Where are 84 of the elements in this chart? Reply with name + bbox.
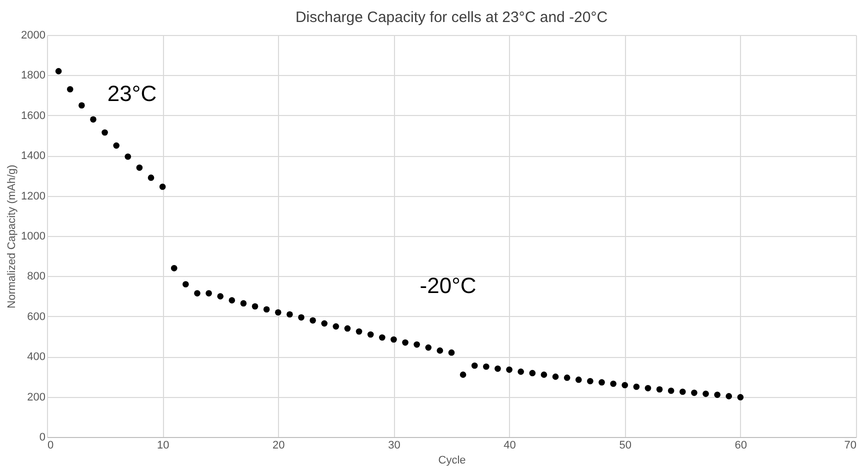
point [540,372,548,378]
point [310,317,316,324]
point [644,385,652,392]
point [564,374,570,381]
point [159,184,166,190]
point [668,388,674,394]
point [378,334,386,341]
point [622,382,628,388]
point [124,153,132,160]
point [691,390,698,396]
point [436,347,444,354]
point [494,366,501,372]
point [552,374,559,380]
point [228,297,236,304]
y-tick-label: 1200 [21,190,46,202]
point [286,311,293,318]
point [240,300,247,306]
y-axis-title: Normalized Capacity (mAh/g) [6,164,18,308]
point [182,281,189,288]
chart-title: Discharge Capacity for cells at 23°C and -20°C [295,9,608,26]
x-tick-label: 50 [619,440,632,452]
x-tick-label: 20 [272,440,285,452]
x-tick-label: 40 [504,440,516,452]
point [483,363,490,370]
point [529,370,536,376]
point [425,344,432,351]
point [367,331,374,338]
y-tick-label: 400 [27,351,46,364]
x-tick-label: 10 [156,440,170,452]
point [726,393,732,400]
point [170,265,178,272]
point [471,362,478,369]
point [679,388,686,395]
point [113,142,120,149]
x-tick-label: 0 [48,440,54,452]
point [90,116,96,123]
point [587,378,594,384]
point [148,174,154,181]
point [206,290,212,296]
point [402,339,408,346]
point [321,320,328,327]
point [136,164,143,171]
point [610,380,616,387]
y-tick-label: 200 [27,391,46,404]
point [66,86,74,92]
point [102,129,108,136]
x-axis-title: Cycle [438,454,466,466]
point [702,390,709,397]
point [217,293,224,300]
point [633,384,640,390]
annotation: 23°C [107,81,157,106]
point [78,102,85,109]
point [737,394,744,400]
x-tick-label: 60 [734,440,748,452]
y-tick-label: 1800 [21,70,46,82]
point [598,379,605,386]
x-tick-label: 30 [388,440,400,452]
point [298,314,304,321]
y-tick-label: 0 [39,432,46,444]
point [656,386,663,393]
point [506,366,512,373]
point [414,341,420,348]
point [194,290,200,296]
y-tick-label: 800 [27,270,46,283]
y-tick-label: 1600 [21,110,46,122]
point [252,303,258,310]
point [390,336,397,343]
point [575,376,582,383]
point [55,68,62,74]
y-tick-label: 2000 [21,30,46,42]
x-tick-label: 70 [844,440,856,452]
point [448,349,455,356]
y-tick-label: 600 [27,310,46,323]
point [460,372,466,378]
point [332,323,340,330]
point [344,325,351,332]
y-tick-label: 1400 [21,150,46,162]
point [518,368,524,375]
point [356,328,362,335]
point [263,306,270,313]
point [714,392,720,398]
point [274,309,282,316]
annotation: -20°C [420,273,476,298]
y-tick-label: 1000 [21,230,46,242]
